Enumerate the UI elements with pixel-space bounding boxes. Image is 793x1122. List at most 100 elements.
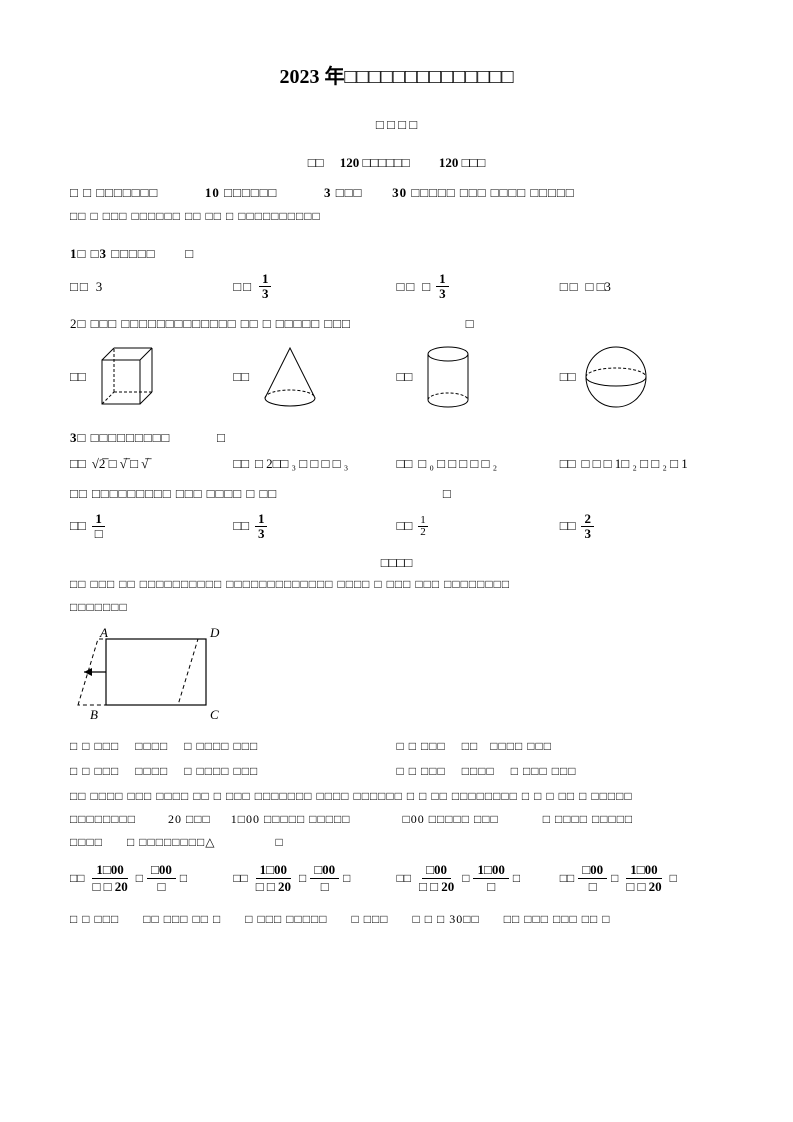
q5r2-l3: □ □□□□ □□□ (184, 764, 258, 778)
shape-b-label: □□ (233, 369, 249, 385)
q3-options: □□ √2̅ □ √̅ □ √̅ □□ □ 2□□ ₃ □ □ □ □ ₃ □□… (70, 456, 723, 472)
center-word: □□□□ (70, 555, 723, 571)
q5-figure: A D B C (70, 623, 723, 727)
q4d-l: □□ (560, 518, 576, 534)
q4d-frac: 23 (581, 512, 594, 542)
cone-icon (255, 342, 325, 412)
sec-c: 3 □□□ (324, 185, 362, 200)
shape-d-label: □□ (560, 369, 576, 385)
q5r1-r1: □ □ □□□ (397, 739, 446, 753)
q4-opt-b: □□ 13 (233, 512, 396, 542)
q3-text: 3□ □□□□□□□□□ (70, 430, 170, 445)
q6b-b: 20 □□□ (168, 812, 211, 826)
section-heading: □ □ □□□□□□□ 10 □□□□□□ 3 □□□ 30 □□□□□ □□□… (70, 185, 723, 201)
q4a-l: □□ (70, 518, 86, 534)
timing-line: □□ 120 □□□□□□ 120 □□□ (70, 155, 723, 171)
q3a-v: √2̅ □ √̅ □ √̅ (92, 456, 149, 472)
q5r2-l1: □ □ □□□ (70, 764, 119, 778)
q4-options: □□ 1□ □□ 13 □□ 12 □□ 23 (70, 512, 723, 542)
q6-opt-b: □□ 1□00□ □ 20 □ □00□ □ (233, 862, 396, 894)
q6c-eq: □ (462, 871, 469, 886)
q5r2-r1: □ □ □□□ (397, 764, 446, 778)
q4-opt-d: □□ 23 (560, 512, 723, 542)
q4-paren: □ (443, 486, 452, 501)
q3d-l: □□ (560, 456, 576, 472)
q6-opt-c: □□ □00□ □ 20 □ 1□00□ □ (397, 862, 560, 894)
q3-opt-b: □□ □ 2□□ ₃ □ □ □ □ ₃ (233, 456, 396, 472)
q6a-end: □ (180, 871, 187, 886)
q3: 3□ □□□□□□□□□ □ (70, 430, 723, 446)
q6-opt-a: □□ 1□00□ □ 20 □ □00□ □ (70, 862, 233, 894)
q6b-d: □00 □□□□□ □□□ (402, 812, 498, 826)
q5r1-r2: □□ (462, 739, 479, 753)
shape-a-label: □□ (70, 369, 86, 385)
q7-a: □ □ □□□ (70, 912, 119, 927)
page-subtitle: □ □ □ □ (70, 117, 723, 133)
label-D: D (209, 625, 220, 640)
cylinder-icon (418, 342, 478, 412)
q5-para2: □□□□□□□ (70, 600, 723, 615)
q7-d: □ □□□ (351, 912, 388, 927)
q1-tail: □□□□□ (111, 246, 155, 261)
q6d-eq: □ (611, 871, 618, 886)
sphere-icon (581, 342, 651, 412)
q5r1-r3: □□□□ □□□ (490, 739, 552, 753)
q6d-f1: □00□ (578, 862, 607, 894)
q6b-c: 1□00 □□□□□ □□□□□ (231, 812, 351, 826)
opt-c-prefix: □ (422, 279, 430, 295)
shape-c: □□ (397, 342, 560, 412)
q6d-l: □□ (560, 871, 575, 886)
q1-opt-c: □□ □ 13 (397, 272, 560, 302)
q6c-f2: 1□00□ (473, 862, 508, 894)
q6c-f1: □00□ □ 20 (415, 862, 458, 894)
q5r2-l2: □□□□ (135, 764, 168, 778)
q6b-eq: □ (299, 871, 306, 886)
q3-opt-d: □□ □ □ □ 1□ ₂ □ □ ₂ □ 1 (560, 456, 723, 472)
q4b-l: □□ (233, 518, 249, 534)
opt-a-val: 3 (96, 279, 103, 295)
sec-a: □ □ □□□□□□□ (70, 185, 158, 200)
q6b-f2: □00□ (310, 862, 339, 894)
q4a-frac: 1□ (92, 512, 106, 542)
q6c-end: □ (513, 871, 520, 886)
q3c-l: □□ (397, 456, 413, 472)
q5r1-l3: □ □□□□ □□□ (184, 739, 258, 753)
q5r1-l1: □ □ □□□ (70, 739, 119, 753)
q1-options: □□ 3 □□ 13 □□ □ 13 □□ □ □3 (70, 272, 723, 302)
cuboid-icon (92, 342, 162, 412)
label-A: A (99, 625, 108, 640)
instruction: □□ □ □□□ □□□□□□ □□ □□ □ □□□□□□□□□□ (70, 209, 723, 224)
q5-row2: □ □ □□□ □□□□ □ □□□□ □□□ □ □ □□□ □□□□ □ □… (70, 764, 723, 779)
shape-a: □□ (70, 342, 233, 412)
opt-c-label: □□ (397, 279, 417, 295)
q6c-l: □□ (397, 871, 412, 886)
q4-text: □□ □□□□□□□□□ □□□ □□□□ □ □□ (70, 486, 277, 501)
page-title: 2023 年□□□□□□□□□□□□□□ (70, 60, 723, 89)
q2-text: 2□ □□□ □□□□□□□□□□□□□ □□ □ □□□□□ □□□ (70, 316, 351, 331)
q7-f: □□ □□□ □□□ □□ □ (504, 912, 611, 927)
label-C: C (210, 707, 219, 722)
parallelogram-icon: A D B C (70, 623, 240, 723)
q6a-f2: □00□ (147, 862, 176, 894)
q1-opt-a: □□ 3 (70, 279, 233, 295)
q7: □ □ □□□ □□ □□□ □□ □ □ □□□ □□□□□ □ □□□ □ … (70, 912, 723, 927)
q2-shapes: □□ □□ □□ □□ (70, 342, 723, 412)
q5r1-l2: □□□□ (135, 739, 168, 753)
q3-paren: □ (217, 430, 226, 445)
q3-opt-a: □□ √2̅ □ √̅ □ √̅ (70, 456, 233, 472)
q5r1-left: □ □ □□□ □□□□ □ □□□□ □□□ (70, 739, 397, 754)
q6a-eq: □ (136, 871, 143, 886)
q6-line-c: □□□□ □ □□□□□□□□△ □ (70, 835, 723, 850)
timing-left: □□ (308, 155, 324, 170)
opt-a-label: □□ (70, 279, 90, 295)
q5r1-right: □ □ □□□ □□ □□□□ □□□ (397, 739, 724, 754)
shape-c-label: □□ (397, 369, 413, 385)
opt-b-label: □□ (233, 279, 253, 295)
q7-c: □ □□□ □□□□□ (245, 912, 327, 927)
q3c-v: □ ₀ □ □ □ □ □ ₂ (418, 456, 497, 472)
q4b-frac: 13 (255, 512, 268, 542)
q6b-e: □ □□□□ □□□□□ (543, 812, 633, 826)
q1-num: 1□ (70, 246, 86, 261)
opt-d-label: □□ (560, 279, 580, 295)
q1-opt-d: □□ □ □3 (560, 279, 723, 295)
